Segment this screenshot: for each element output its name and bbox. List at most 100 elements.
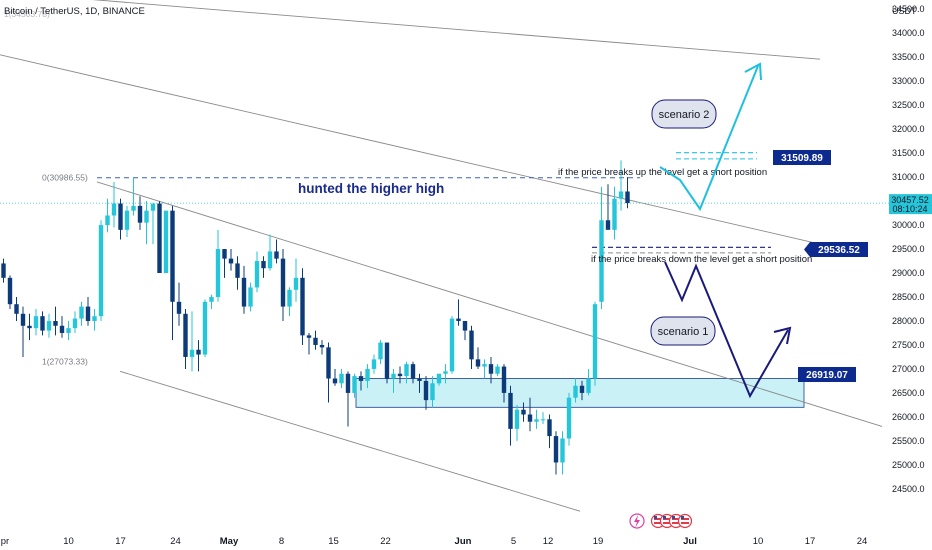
candle-body xyxy=(319,344,325,348)
y-tick-label: 25000.0 xyxy=(892,460,925,470)
candle-body xyxy=(378,342,383,360)
candle-body xyxy=(469,330,474,360)
candle-body xyxy=(20,313,26,326)
currency-label: USDT xyxy=(892,6,917,16)
candle-body xyxy=(33,316,39,329)
candle-body xyxy=(306,335,312,338)
y-tick-label: 24500.0 xyxy=(892,484,925,494)
y-tick-label: 29500.0 xyxy=(892,244,925,254)
candle-body xyxy=(118,203,123,230)
candle-body xyxy=(163,210,169,274)
candle-body xyxy=(339,373,344,384)
candle-body xyxy=(293,277,299,290)
candle-body xyxy=(326,347,331,379)
candle-body xyxy=(430,383,435,401)
candle-body xyxy=(404,364,409,377)
candle-body xyxy=(59,325,65,333)
candle-body xyxy=(176,301,182,314)
candle-body xyxy=(501,366,507,393)
candle-body xyxy=(46,320,52,331)
x-tick-label: 17 xyxy=(115,536,126,547)
candle-body xyxy=(241,277,247,307)
scenario-1-bubble xyxy=(650,316,716,346)
last-price-value: 30457.52 xyxy=(891,195,929,205)
y-tick-label: 33500.0 xyxy=(892,52,925,62)
candle-body xyxy=(300,277,305,336)
fib-top-label: 1(34503.78) xyxy=(4,9,50,19)
candle-body xyxy=(124,210,130,230)
candle-body xyxy=(111,203,117,216)
level-tag-value: 26919.07 xyxy=(806,370,848,381)
y-tick-label: 31000.0 xyxy=(892,172,925,182)
candle-body xyxy=(456,318,461,321)
candle-body xyxy=(592,304,598,379)
y-tick-label: 30000.0 xyxy=(892,220,925,230)
candle-body xyxy=(514,409,520,429)
candle-body xyxy=(586,378,591,393)
candle-body xyxy=(566,397,572,439)
y-tick-label: 26500.0 xyxy=(892,388,925,398)
y-tick-label: 32500.0 xyxy=(892,100,925,110)
flag-stripe xyxy=(681,522,689,524)
candle-body xyxy=(40,316,45,331)
level-tag: 31509.89 xyxy=(773,150,831,165)
scenario-2-bubble xyxy=(651,99,717,129)
candle-body xyxy=(105,215,110,226)
y-tick-label: 31500.0 xyxy=(892,148,925,158)
event-icons xyxy=(629,513,693,529)
x-tick-label: 10 xyxy=(753,536,764,547)
y-tick-label: 34000.0 xyxy=(892,28,925,38)
candle-body xyxy=(605,220,611,230)
y-tick-label: 26000.0 xyxy=(892,412,925,422)
key-levels xyxy=(592,152,771,254)
candle-body xyxy=(27,325,32,329)
y-tick-label: 29000.0 xyxy=(892,268,925,278)
channel-line-middle xyxy=(0,54,851,252)
hunted-label: hunted the higher high xyxy=(298,181,444,196)
flag-canton xyxy=(681,516,684,519)
candle-body xyxy=(183,313,188,357)
hunted-bg xyxy=(294,179,434,197)
flag-canton xyxy=(672,516,675,519)
level-tag-value: 29536.52 xyxy=(818,245,860,256)
level-tag: 26919.07 xyxy=(798,367,856,382)
flag-stripe xyxy=(663,522,671,524)
level-tag-bg xyxy=(773,150,831,165)
level-tag-value: 31509.89 xyxy=(781,153,823,164)
candle-body xyxy=(417,378,422,381)
scenario-1-arrowhead xyxy=(773,326,792,345)
candle-body xyxy=(72,318,78,329)
candle-body xyxy=(92,316,97,321)
candle-body xyxy=(209,297,214,302)
candle-body xyxy=(527,414,533,422)
candle-body xyxy=(618,191,624,199)
x-tick-label: 15 xyxy=(328,536,339,547)
candle-body xyxy=(521,409,526,415)
x-tick-label: 10 xyxy=(63,536,74,547)
flag-stripe xyxy=(672,522,680,524)
x-tick-label: Jul xyxy=(683,536,697,547)
x-tick-label: 17 xyxy=(805,536,816,547)
candle-body xyxy=(475,359,481,367)
hunted-higher-high: hunted the higher high xyxy=(294,179,444,197)
fib-levels: 0(30986.55) 1(27073.33) 1(34503.78) xyxy=(4,9,640,366)
candle-body xyxy=(1,263,6,278)
x-tick-label: 8 xyxy=(279,536,284,547)
candle-body xyxy=(443,371,448,374)
candle-body xyxy=(66,328,71,333)
scenario-2-arrowhead xyxy=(744,62,762,81)
candle-body xyxy=(384,342,390,379)
candle-body xyxy=(410,364,416,379)
flag-canton xyxy=(654,516,657,519)
candle-body xyxy=(599,220,604,302)
candle-body xyxy=(579,385,585,393)
candle-body xyxy=(7,277,13,305)
flag-stripe xyxy=(654,518,662,520)
candle-body xyxy=(98,225,104,317)
candle-body xyxy=(332,378,338,384)
candle-body xyxy=(547,419,552,437)
candle-body xyxy=(287,289,292,307)
